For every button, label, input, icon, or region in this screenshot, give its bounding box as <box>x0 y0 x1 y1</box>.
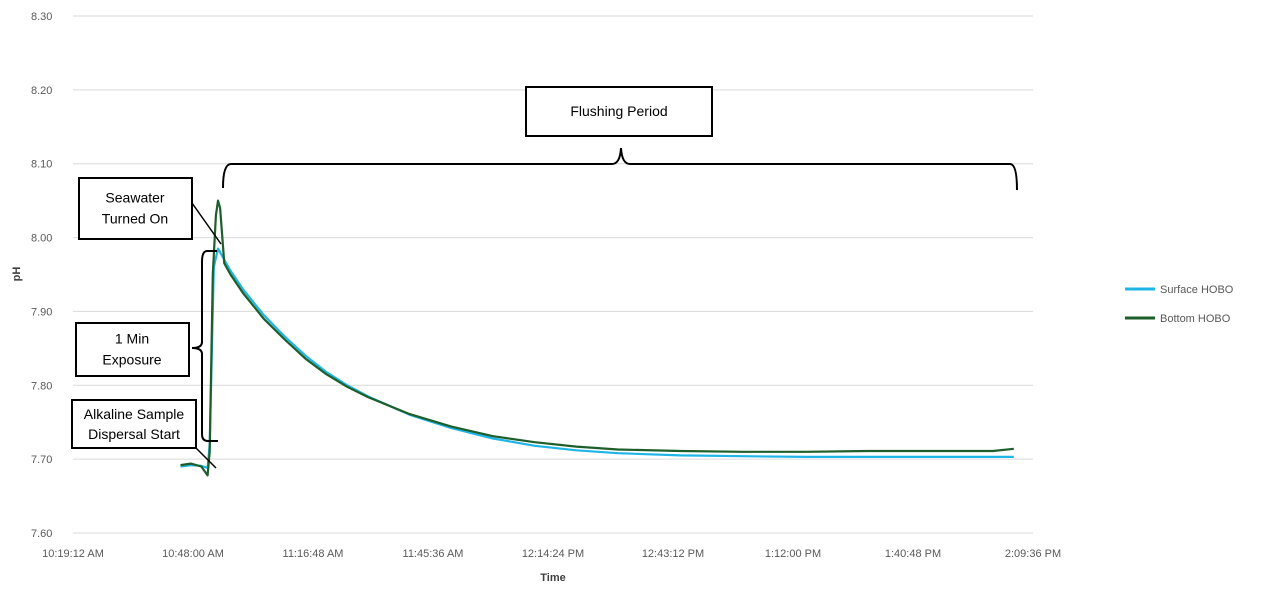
y-tick-label: 8.30 <box>31 11 52 23</box>
seawater-leader <box>191 202 222 245</box>
y-tick-label: 8.10 <box>31 159 52 171</box>
alkaline-box <box>71 399 197 449</box>
x-tick-label: 11:16:48 AM <box>283 548 344 560</box>
legend-label: Bottom HOBO <box>1160 313 1231 325</box>
y-tick-label: 7.80 <box>31 380 52 392</box>
seawater-label: Seawater <box>105 190 164 206</box>
y-tick-label: 8.20 <box>31 85 52 97</box>
y-tick-label: 7.90 <box>31 306 52 318</box>
exposure-label: 1 Min <box>115 331 149 347</box>
y-tick-label: 8.00 <box>31 233 52 245</box>
x-tick-label: 1:12:00 PM <box>765 548 821 560</box>
y-tick-label: 7.70 <box>31 454 52 466</box>
x-tick-label: 12:43:12 PM <box>642 548 704 560</box>
x-tick-label: 1:40:48 PM <box>885 548 941 560</box>
y-tick-label: 7.60 <box>31 528 52 540</box>
alkaline-label: Dispersal Start <box>88 426 180 442</box>
alkaline-label: Alkaline Sample <box>84 406 185 422</box>
x-tick-label: 11:45:36 AM <box>403 548 464 560</box>
exposure-box <box>75 322 190 377</box>
flushing-period-label: Flushing Period <box>570 103 667 119</box>
exposure-label: Exposure <box>102 352 161 368</box>
x-axis-title: Time <box>540 572 565 584</box>
y-axis-title: pH <box>11 267 23 282</box>
alkaline-leader <box>195 447 217 469</box>
legend-label: Surface HOBO <box>1160 284 1234 296</box>
x-tick-label: 12:14:24 PM <box>522 548 584 560</box>
series-line-bottom-hobo <box>180 199 1014 477</box>
seawater-box <box>78 177 193 240</box>
seawater-label: Turned On <box>102 211 168 227</box>
flushing-period-box <box>525 86 713 137</box>
x-tick-label: 10:19:12 AM <box>42 548 104 560</box>
x-tick-label: 2:09:36 PM <box>1005 548 1061 560</box>
exposure-bracket <box>191 250 218 442</box>
flushing-period-brace <box>222 147 1018 191</box>
x-tick-label: 10:48:00 AM <box>162 548 224 560</box>
